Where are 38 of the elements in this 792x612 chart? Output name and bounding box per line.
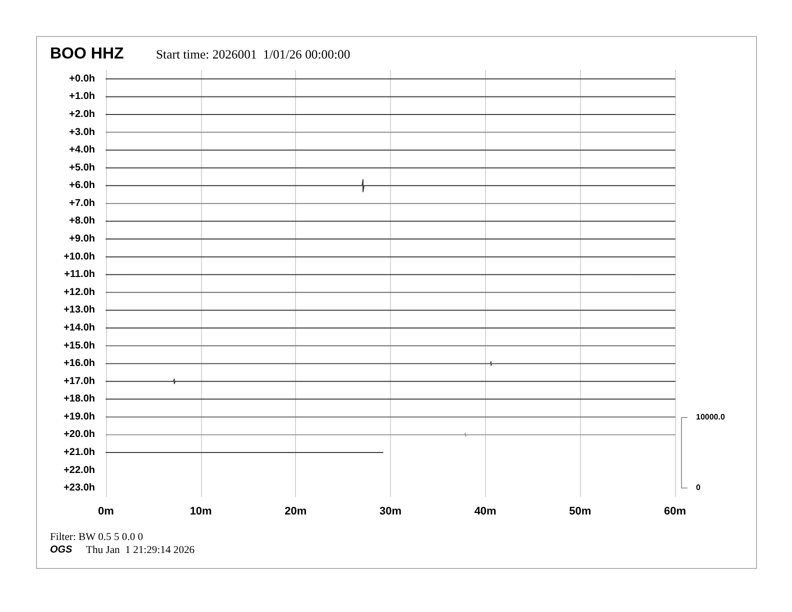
y-tick-label: +1.0h	[69, 91, 95, 102]
x-tick-label: 50m	[569, 506, 592, 518]
y-tick-label: +23.0h	[64, 482, 95, 494]
text: OGS	[50, 544, 73, 556]
text: 0	[696, 483, 701, 492]
y-tick-label: +13.0h	[64, 304, 95, 316]
y-tick-label: +4.0h	[69, 144, 95, 156]
x-tick-label: 30m	[379, 506, 402, 518]
y-tick-label: +19.0h	[64, 411, 95, 422]
y-tick-label: +8.0h	[69, 216, 95, 227]
y-tick-label: +5.0h	[69, 162, 95, 174]
y-tick-label: +16.0h	[64, 358, 95, 370]
y-tick-label: +14.0h	[64, 322, 95, 334]
y-tick-label: +18.0h	[64, 394, 95, 405]
y-tick-label: +2.0h	[69, 108, 95, 120]
text: Filter: BW 0.5 5 0.0 0	[50, 532, 144, 543]
text: 10000.0	[696, 412, 726, 422]
y-tick-label: +12.0h	[64, 286, 95, 298]
x-tick-label: 40m	[474, 506, 497, 518]
y-tick-label: +3.0h	[69, 126, 95, 138]
text: Thu Jan 1 21:29:14 2026	[86, 545, 195, 556]
y-tick-label: +0.0h	[69, 73, 95, 84]
x-tick-label: 60m	[664, 506, 686, 518]
x-tick-label: 0m	[98, 506, 114, 518]
y-tick-label: +11.0h	[64, 269, 95, 280]
x-tick-label: 10m	[190, 506, 212, 518]
y-tick-label: +6.0h	[69, 180, 95, 192]
x-tick-label: 20m	[284, 506, 307, 518]
y-tick-label: +17.0h	[64, 376, 95, 387]
y-tick-label: +21.0h	[64, 447, 95, 458]
y-tick-label: +22.0h	[64, 464, 95, 476]
y-tick-label: +10.0h	[64, 251, 95, 262]
y-tick-label: +15.0h	[64, 340, 95, 352]
y-tick-label: +9.0h	[69, 234, 95, 245]
y-tick-label: +20.0h	[64, 429, 95, 440]
chart-title: BOO HHZ	[50, 46, 124, 62]
y-tick-label: +7.0h	[69, 198, 95, 209]
chart-subtitle: Start time: 2026001 1/01/26 00:00:00	[156, 48, 350, 62]
